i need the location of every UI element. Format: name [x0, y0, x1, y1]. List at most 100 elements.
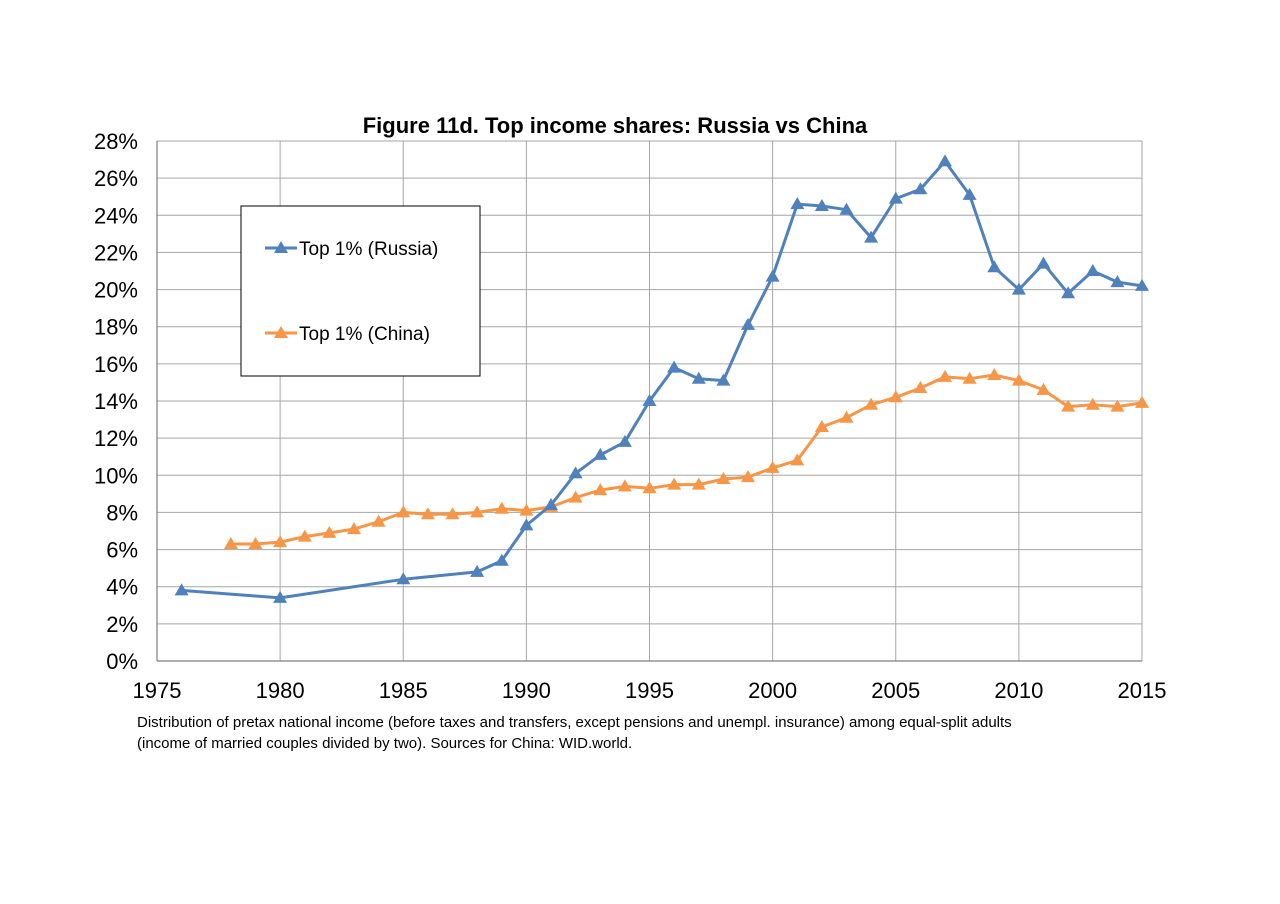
data-point-russia — [814, 199, 829, 211]
data-point-russia — [470, 564, 485, 577]
data-point-russia — [1011, 282, 1026, 295]
data-point-russia — [1110, 275, 1125, 288]
x-tick-label: 1980 — [256, 678, 305, 703]
data-point-russia — [273, 590, 288, 603]
data-point-russia — [962, 187, 977, 200]
data-point-china — [1135, 395, 1149, 408]
data-point-russia — [888, 191, 903, 204]
legend-marker-russia — [274, 241, 288, 253]
data-point-china — [445, 507, 460, 520]
data-point-russia — [519, 518, 534, 531]
x-tick-label: 1985 — [379, 678, 428, 703]
x-axis-tick-labels: 1975 1980 1985 1990 1995 2000 2005 2010 2015 — [133, 678, 1167, 703]
data-point-russia — [765, 269, 780, 282]
data-point-china — [297, 529, 312, 542]
axes — [156, 141, 1142, 662]
y-tick-label: 10% — [94, 463, 138, 488]
data-point-china — [1011, 373, 1026, 386]
x-tick-label: 2015 — [1118, 678, 1167, 703]
legend-box — [240, 205, 481, 377]
data-point-russia — [642, 394, 657, 406]
data-point-china — [987, 368, 1002, 380]
data-point-china — [888, 390, 903, 403]
y-tick-label: 14% — [94, 389, 138, 414]
data-point-russia — [174, 583, 189, 596]
legend-label-russia: Top 1% (Russia) — [299, 239, 438, 260]
chart-title: Figure 11d. Top income shares: Russia vs… — [363, 113, 868, 138]
data-point-russia — [667, 360, 682, 373]
data-point-russia — [593, 447, 608, 460]
series-china — [223, 368, 1149, 549]
y-tick-label: 22% — [94, 240, 138, 265]
data-point-china — [1085, 397, 1100, 410]
data-point-china — [1061, 399, 1076, 412]
data-point-china — [593, 483, 608, 496]
series-russia — [174, 154, 1149, 603]
data-point-china — [223, 537, 238, 549]
data-point-russia — [691, 371, 706, 384]
data-point-russia — [864, 230, 879, 243]
x-tick-label: 1995 — [625, 678, 674, 703]
data-point-china — [568, 490, 583, 503]
data-point-russia — [1135, 278, 1149, 291]
data-point-russia — [839, 202, 854, 215]
x-tick-label: 1990 — [502, 678, 551, 703]
x-tick-label: 2005 — [871, 678, 920, 703]
data-point-russia — [568, 466, 583, 479]
data-point-russia — [913, 182, 928, 195]
y-tick-label: 18% — [94, 315, 138, 340]
legend-item-russia: Top 1% (Russia) — [265, 239, 438, 260]
data-point-china — [716, 472, 731, 484]
source-note-line-2: (income of married couples divided by tw… — [137, 735, 632, 752]
data-point-russia — [790, 197, 805, 210]
data-point-russia — [617, 434, 632, 447]
data-point-china — [814, 420, 829, 432]
data-point-china — [396, 505, 411, 518]
data-point-china — [864, 397, 879, 410]
data-point-china — [913, 381, 928, 393]
y-tick-label: 8% — [106, 500, 138, 525]
y-tick-label: 6% — [106, 538, 138, 563]
data-point-china — [667, 477, 682, 490]
data-point-china — [962, 371, 977, 384]
y-tick-label: 4% — [106, 575, 138, 600]
data-point-russia — [716, 373, 731, 386]
source-note-line-1: Distribution of pretax national income (… — [137, 714, 1012, 731]
y-axis-tick-labels: 0% 2% 4% 6% 8% 10% 12% 14% 16% 18% 20% 22% 24% 26% 28% — [94, 129, 138, 674]
data-point-china — [494, 501, 509, 514]
data-point-russia — [1036, 256, 1051, 269]
data-point-russia — [741, 317, 755, 330]
data-point-china — [519, 503, 534, 516]
data-point-russia — [544, 498, 558, 510]
data-point-russia — [987, 260, 1002, 273]
data-point-china — [273, 535, 288, 548]
y-tick-label: 28% — [94, 129, 138, 154]
data-point-russia — [1061, 286, 1076, 299]
data-point-russia — [396, 572, 411, 585]
data-point-china — [470, 505, 485, 518]
data-point-china — [322, 525, 337, 538]
data-point-china — [248, 537, 263, 549]
y-tick-label: 12% — [94, 426, 138, 451]
y-tick-label: 0% — [106, 649, 138, 674]
y-tick-label: 16% — [94, 352, 138, 377]
data-point-china — [765, 460, 780, 473]
data-point-china — [839, 410, 854, 423]
data-point-china — [938, 369, 952, 382]
data-point-china — [790, 453, 805, 466]
data-point-china — [617, 479, 632, 492]
x-tick-label: 1975 — [133, 678, 182, 703]
x-tick-label: 2010 — [994, 678, 1043, 703]
legend-label-china: Top 1% (China) — [299, 324, 430, 345]
y-tick-label: 2% — [106, 612, 138, 637]
data-point-china — [1110, 399, 1125, 412]
data-point-china — [642, 481, 657, 494]
data-point-russia — [938, 154, 952, 167]
data-point-russia — [494, 553, 509, 566]
data-point-russia — [1085, 264, 1100, 276]
y-tick-label: 26% — [94, 166, 138, 191]
series-layer — [174, 154, 1149, 603]
legend-marker-china — [274, 326, 288, 338]
